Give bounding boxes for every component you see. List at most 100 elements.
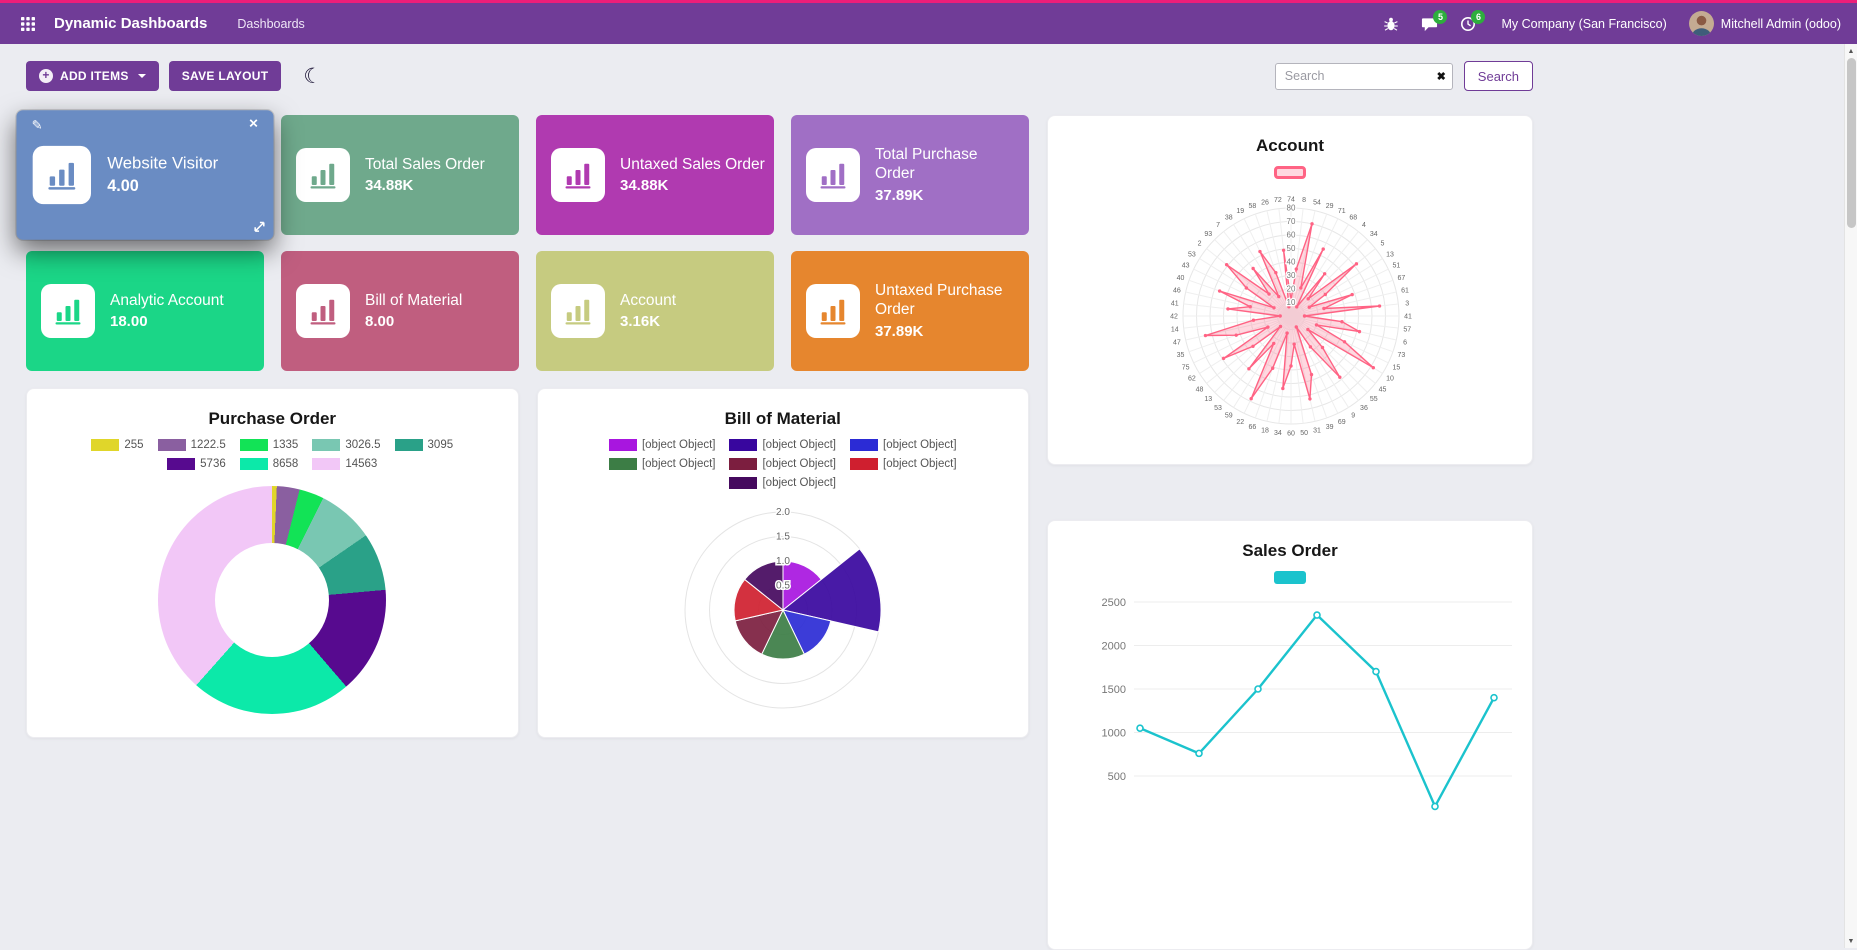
moon-icon: ☾ bbox=[303, 65, 322, 88]
svg-text:67: 67 bbox=[1398, 275, 1406, 282]
legend-swatch bbox=[91, 439, 119, 451]
dark-mode-toggle[interactable]: ☾ bbox=[297, 65, 328, 88]
bar-chart-icon bbox=[296, 284, 350, 338]
svg-text:41: 41 bbox=[1171, 300, 1179, 307]
svg-text:70: 70 bbox=[1287, 217, 1296, 226]
legend-item[interactable]: 3095 bbox=[395, 439, 454, 451]
tile-title: Analytic Account bbox=[110, 292, 224, 311]
legend-item[interactable]: [object Object] bbox=[729, 439, 836, 451]
edit-tile-button[interactable]: ✎ bbox=[25, 117, 49, 134]
tile-title: Untaxed Purchase Order bbox=[875, 282, 1021, 319]
svg-text:61: 61 bbox=[1401, 287, 1409, 294]
resize-handle[interactable] bbox=[252, 219, 267, 234]
svg-text:42: 42 bbox=[1170, 314, 1178, 321]
svg-text:72: 72 bbox=[1274, 197, 1282, 204]
purchase-order-card: Purchase Order 255 1222.5 1335 3026.5 30… bbox=[26, 388, 519, 738]
svg-text:48: 48 bbox=[1196, 386, 1204, 393]
legend-item[interactable]: 3026.5 bbox=[312, 439, 380, 451]
legend-item[interactable]: [object Object] bbox=[850, 458, 957, 470]
kpi-tile-analytic-account[interactable]: Analytic Account 18.00 bbox=[26, 251, 264, 371]
tile-value: 34.88K bbox=[620, 177, 765, 194]
svg-text:19: 19 bbox=[1236, 208, 1244, 215]
save-layout-button[interactable]: SAVE LAYOUT bbox=[169, 61, 282, 91]
svg-text:10: 10 bbox=[1386, 376, 1394, 383]
purchase-doughnut-chart[interactable] bbox=[158, 486, 386, 714]
legend-item[interactable]: 8658 bbox=[240, 458, 299, 470]
legend-item[interactable]: 1222.5 bbox=[158, 439, 226, 451]
legend-item[interactable]: [object Object] bbox=[729, 458, 836, 470]
scroll-down-icon[interactable]: ▼ bbox=[1848, 934, 1855, 948]
search-button[interactable]: Search bbox=[1464, 61, 1533, 91]
kpi-tile-total-sales-order[interactable]: Total Sales Order 34.88K bbox=[281, 115, 519, 235]
chart-title: Account bbox=[1060, 136, 1520, 156]
legend-item[interactable]: [object Object] bbox=[850, 439, 957, 451]
debug-button[interactable] bbox=[1374, 11, 1408, 37]
legend-item[interactable] bbox=[1274, 166, 1306, 179]
legend-item[interactable] bbox=[1274, 571, 1306, 584]
sales-legend-swatch bbox=[1274, 571, 1306, 584]
bar-chart-icon bbox=[551, 148, 605, 202]
svg-text:53: 53 bbox=[1214, 405, 1222, 412]
activities-badge: 6 bbox=[1471, 10, 1485, 24]
legend-item[interactable]: [object Object] bbox=[609, 439, 716, 451]
apps-grid-icon bbox=[20, 16, 36, 32]
legend-swatch bbox=[167, 458, 195, 470]
bill-of-material-card: Bill of Material [object Object] [object… bbox=[537, 388, 1030, 738]
svg-text:0.5: 0.5 bbox=[776, 581, 790, 592]
kpi-tile-website-visitor[interactable]: ✎ ✕ Website Visitor 4.00 bbox=[16, 110, 273, 240]
messages-badge: 5 bbox=[1433, 10, 1447, 24]
legend-item[interactable]: 1335 bbox=[240, 439, 299, 451]
legend-swatch bbox=[729, 458, 757, 470]
legend-item[interactable]: 255 bbox=[91, 439, 143, 451]
svg-text:6: 6 bbox=[1403, 340, 1407, 347]
svg-text:73: 73 bbox=[1398, 352, 1406, 359]
scroll-up-icon[interactable]: ▲ bbox=[1848, 44, 1855, 58]
user-menu[interactable]: Mitchell Admin (odoo) bbox=[1683, 10, 1843, 37]
activities-button[interactable]: 6 bbox=[1451, 11, 1485, 37]
tile-title: Website Visitor bbox=[107, 154, 218, 174]
legend-item[interactable]: 14563 bbox=[312, 458, 377, 470]
legend-item[interactable]: [object Object] bbox=[729, 477, 836, 489]
svg-text:75: 75 bbox=[1182, 364, 1190, 371]
legend-swatch bbox=[312, 458, 340, 470]
svg-text:29: 29 bbox=[1326, 203, 1334, 210]
kpi-tile-untaxed-sales-order[interactable]: Untaxed Sales Order 34.88K bbox=[536, 115, 774, 235]
dashboard-toolbar: + ADD ITEMS SAVE LAYOUT ☾ ✖ Search bbox=[26, 61, 1533, 91]
scrollbar[interactable]: ▲ ▼ bbox=[1844, 44, 1857, 948]
bom-polar-chart[interactable]: 0.51.01.52.0 bbox=[552, 493, 1014, 725]
kpi-tile-total-purchase-order[interactable]: Total Purchase Order 37.89K bbox=[791, 115, 1029, 235]
svg-text:35: 35 bbox=[1177, 352, 1185, 359]
svg-text:80: 80 bbox=[1287, 204, 1296, 213]
svg-text:71: 71 bbox=[1338, 208, 1346, 215]
menu-dashboards[interactable]: Dashboards bbox=[229, 11, 312, 37]
tile-title: Bill of Material bbox=[365, 292, 462, 311]
svg-text:38: 38 bbox=[1225, 214, 1233, 221]
svg-text:15: 15 bbox=[1393, 364, 1401, 371]
doughnut-hole bbox=[215, 543, 329, 657]
svg-text:74: 74 bbox=[1287, 197, 1295, 204]
legend-item[interactable]: 5736 bbox=[167, 458, 226, 470]
svg-text:41: 41 bbox=[1404, 314, 1412, 321]
clear-search-button[interactable]: ✖ bbox=[1435, 68, 1448, 85]
messages-button[interactable]: 5 bbox=[1412, 11, 1447, 37]
kpi-tile-account[interactable]: Account 3.16K bbox=[536, 251, 774, 371]
add-items-button[interactable]: + ADD ITEMS bbox=[26, 61, 159, 91]
tile-title: Account bbox=[620, 292, 676, 311]
search-input[interactable] bbox=[1275, 63, 1453, 90]
kpi-tile-bill-of-material[interactable]: Bill of Material 8.00 bbox=[281, 251, 519, 371]
kpi-tile-untaxed-purchase-order[interactable]: Untaxed Purchase Order 37.89K bbox=[791, 251, 1029, 371]
svg-text:2500: 2500 bbox=[1102, 597, 1126, 609]
legend-item[interactable]: [object Object] bbox=[609, 458, 716, 470]
company-switcher[interactable]: My Company (San Francisco) bbox=[1489, 17, 1678, 31]
plus-icon: + bbox=[39, 69, 53, 83]
svg-text:8: 8 bbox=[1302, 197, 1306, 204]
scrollbar-thumb[interactable] bbox=[1847, 58, 1856, 228]
apps-menu-button[interactable] bbox=[14, 12, 42, 36]
tile-value: 4.00 bbox=[107, 177, 218, 195]
legend-swatch bbox=[609, 458, 637, 470]
svg-text:60: 60 bbox=[1287, 231, 1296, 240]
close-tile-button[interactable]: ✕ bbox=[242, 116, 265, 132]
clear-icon: ✖ bbox=[1437, 71, 1446, 83]
